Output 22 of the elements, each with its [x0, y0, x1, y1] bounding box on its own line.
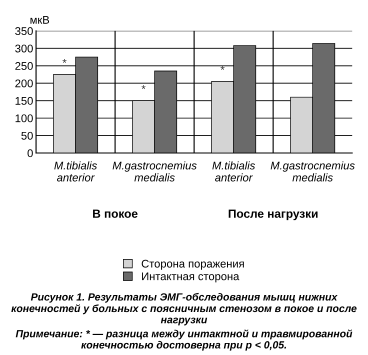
y-tick-label: 300: [15, 44, 33, 52]
text: Примечание: * — разница между интактной и травмированной конечностью достоверна при p < 0,05.: [16, 329, 352, 351]
data-label: *: [220, 66, 225, 70]
x-tick-label: M.tibialis anterior: [54, 161, 97, 182]
x-tick-label: M.tibialis anterior: [212, 161, 256, 182]
y-tick-label: 100: [16, 114, 33, 122]
data-label: *: [142, 85, 146, 90]
y-tick-label: 200: [15, 79, 33, 88]
y-axis-title: мкВ: [30, 16, 50, 24]
y-tick-label: 250: [15, 62, 33, 70]
text: Рисунок 1. Результаты ЭМГ-обследования мышц нижних конечностей у больных с поясничным стенозом в покое и после нагрузки: [11, 292, 357, 326]
data-label: *: [62, 58, 67, 63]
x-tick-label: M.gastrocnemius medialis: [112, 161, 197, 182]
y-tick-label: 150: [16, 96, 33, 105]
y-tick-label: 50: [21, 132, 33, 140]
text: После нагрузки: [228, 210, 318, 220]
text: В покое: [93, 210, 138, 218]
legend-label: Интактная сторона: [142, 272, 240, 282]
legend-label: Сторона поражения: [142, 260, 244, 270]
x-tick-label: M.gastrocnemius medialis: [270, 161, 355, 182]
y-tick-label: 0: [28, 149, 33, 158]
y-tick-label: 350: [15, 27, 33, 36]
